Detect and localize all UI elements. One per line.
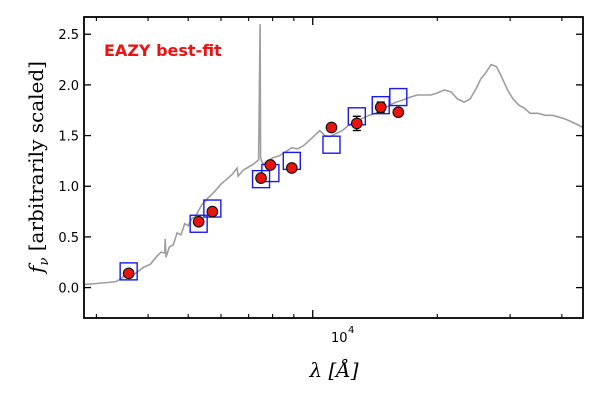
- y-tick-label: 2.5: [58, 28, 79, 43]
- y-tick-label: 1.5: [58, 130, 79, 145]
- observed-flux-point: [374, 101, 387, 114]
- model-flux-box: [119, 262, 138, 281]
- y-axis-label: fν [arbitrarily scaled]: [24, 61, 52, 275]
- observed-flux-point: [206, 205, 219, 218]
- observed-flux-point: [192, 215, 205, 228]
- y-tick-label: 2.0: [58, 79, 79, 94]
- observed-flux-point: [325, 121, 338, 134]
- sed-layer: [83, 24, 584, 286]
- y-tick-label: 0.0: [58, 282, 79, 297]
- y-tick-label: 0.5: [58, 231, 79, 246]
- plot-frame: [83, 16, 584, 319]
- x-tick-label-exponent: 4: [348, 325, 354, 336]
- model-flux-box: [322, 135, 341, 154]
- observed-flux-point: [392, 106, 405, 119]
- x-axis-label: λ [Å]: [308, 357, 358, 382]
- observed-flux-point: [122, 267, 135, 280]
- y-tick-label: 1.0: [58, 180, 79, 195]
- y-axis-label-group: fν [arbitrarily scaled]: [24, 61, 52, 275]
- x-tick-label-1e4: 10 4: [331, 325, 354, 346]
- sed-line: [83, 24, 584, 286]
- x-tick-label-base: 10: [331, 331, 348, 346]
- observed-flux-point: [350, 117, 363, 130]
- annotation-label: EAZY best-fit: [104, 41, 222, 60]
- model-flux-box: [189, 214, 208, 233]
- tick-layer: 0.0 0.5 1.0 1.5 2.0 2.5: [58, 17, 583, 318]
- observed-flux-point: [264, 159, 277, 171]
- model-flux-box: [389, 87, 408, 107]
- observed-flux-point: [285, 162, 298, 174]
- observed-point-layer: [122, 101, 405, 280]
- model-flux-box: [251, 169, 271, 189]
- observed-flux-point: [255, 172, 267, 184]
